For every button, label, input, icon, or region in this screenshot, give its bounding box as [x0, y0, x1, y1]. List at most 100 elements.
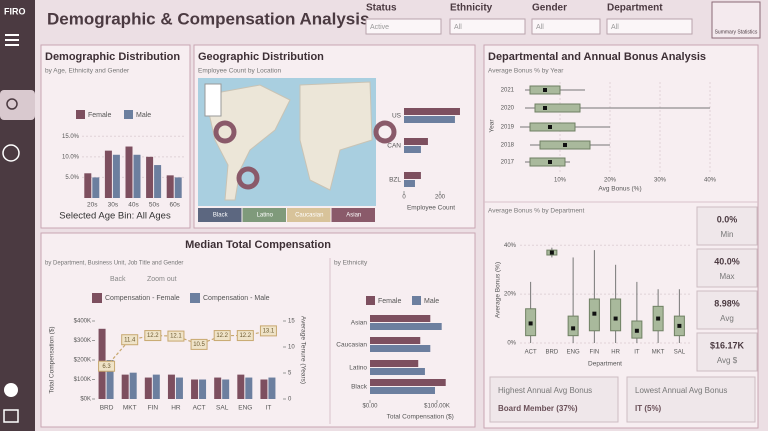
chart-control[interactable]: Back — [110, 276, 126, 283]
bar — [154, 165, 162, 198]
bar — [191, 379, 199, 399]
y-tick-label: Latino — [349, 365, 367, 372]
y-tick-label: CAN — [387, 143, 401, 150]
median — [571, 326, 576, 331]
bar — [133, 154, 141, 198]
value-label-box — [190, 338, 208, 350]
nav-history-icon[interactable] — [2, 144, 20, 162]
panel-subtitle: Average Bonus % by Department — [488, 208, 585, 215]
y-tick-label: $0K — [80, 397, 91, 403]
bar — [370, 323, 442, 330]
nav-demographics-icon — [6, 98, 18, 110]
value-label-box — [213, 330, 231, 342]
y-tick-label: BZL — [389, 177, 401, 184]
panel-title: Geographic Distribution — [198, 51, 324, 63]
data-label: 11.4 — [124, 337, 136, 343]
filter-dropdown[interactable] — [449, 18, 526, 35]
panel-subtitle: by Age, Ethnicity and Gender — [45, 68, 130, 75]
x-tick-label: FIN — [590, 350, 600, 356]
bar — [104, 150, 112, 198]
bar — [370, 345, 431, 352]
y-tick-label: 15.0% — [62, 134, 80, 140]
y2-tick-label: 0 — [288, 397, 292, 403]
y2-tick-label: 15 — [288, 319, 295, 325]
filter-label: Ethnicity — [450, 3, 493, 14]
bar — [404, 180, 415, 187]
kpi-value: $16.17K — [710, 340, 745, 350]
x-axis-label: Department — [588, 361, 622, 368]
x-tick-label: 0 — [402, 195, 406, 201]
kpi-value: 40.0% — [714, 256, 740, 266]
bar — [152, 374, 160, 399]
value-label-box — [144, 330, 162, 342]
y-tick-label: 0% — [507, 341, 516, 347]
y-axis-label: Year — [489, 119, 496, 133]
panel-subtitle: Employee Count by Location — [198, 68, 281, 75]
bar — [404, 138, 428, 145]
bar — [166, 175, 174, 198]
y-tick-label: 20% — [504, 292, 517, 298]
bar — [404, 146, 421, 153]
x-tick-label: 30s — [108, 202, 119, 209]
bar — [268, 377, 276, 399]
bar — [237, 374, 245, 399]
box — [529, 157, 566, 167]
value-label-box — [236, 330, 254, 342]
box — [534, 103, 581, 113]
bar — [245, 377, 253, 399]
filter-value: All — [611, 24, 619, 31]
legend-swatch — [190, 293, 200, 303]
x-axis-label: Total Compensation ($) — [387, 414, 454, 421]
summary-button-label[interactable]: Summary Statistics — [715, 29, 758, 35]
x-tick-label: 10% — [554, 178, 567, 184]
y2-tick-label: 5 — [288, 371, 292, 377]
highlight-label: Highest Annual Avg Bonus — [498, 386, 592, 395]
map-legend-label: Black — [213, 213, 229, 219]
bar — [146, 156, 154, 198]
selection-text: Selected Age Bin: All Ages — [59, 211, 171, 222]
kpi-label: Min — [721, 230, 734, 239]
x-tick-label: FIN — [148, 405, 159, 412]
panel-title: Median Total Compensation — [185, 239, 331, 251]
data-label: 12.2 — [147, 333, 159, 339]
map-marker — [236, 166, 260, 190]
bar — [175, 377, 183, 399]
filter-dropdown[interactable] — [606, 18, 693, 35]
help-icon[interactable] — [4, 383, 18, 397]
bar — [174, 177, 182, 198]
y-tick-label: 2020 — [501, 106, 515, 112]
x-tick-label: 40s — [128, 202, 139, 209]
export-icon[interactable] — [3, 409, 19, 423]
y-tick-label: Black — [351, 384, 368, 391]
filter-dropdown[interactable] — [531, 18, 601, 35]
data-label: 12.2 — [239, 333, 251, 339]
box — [610, 298, 622, 332]
map-legend-label: Asian — [346, 213, 361, 219]
map-legend-swatch — [331, 208, 375, 222]
kpi-card — [696, 248, 758, 288]
x-tick-label: 200 — [435, 195, 446, 201]
bar — [370, 368, 425, 375]
legend-label: Compensation - Female — [105, 295, 180, 302]
y-tick-label: $100K — [74, 377, 91, 383]
filter-label: Gender — [532, 3, 567, 14]
y-tick-label: 2018 — [501, 143, 515, 149]
highlight-value: Board Member (37%) — [498, 404, 578, 413]
data-label: 12.1 — [170, 334, 182, 340]
menu-icon[interactable] — [5, 34, 19, 46]
map-legend-label: Caucasian — [295, 213, 323, 219]
summary-button[interactable] — [711, 1, 761, 39]
bar — [199, 379, 207, 399]
bar — [121, 374, 129, 399]
y2-axis-label: Average Tenure (Years) — [299, 316, 306, 384]
chart-control[interactable]: Zoom out — [147, 276, 177, 283]
filter-label: Department — [607, 3, 663, 14]
bar — [125, 146, 133, 198]
kpi-label: Avg — [720, 314, 734, 323]
x-axis-label: Avg Bonus (%) — [598, 186, 641, 193]
x-tick-label: 30% — [654, 178, 667, 184]
zoom-control[interactable] — [204, 83, 222, 117]
y-tick-label: Asian — [351, 320, 368, 327]
filter-dropdown[interactable] — [365, 18, 442, 35]
filter-value: All — [536, 24, 544, 31]
